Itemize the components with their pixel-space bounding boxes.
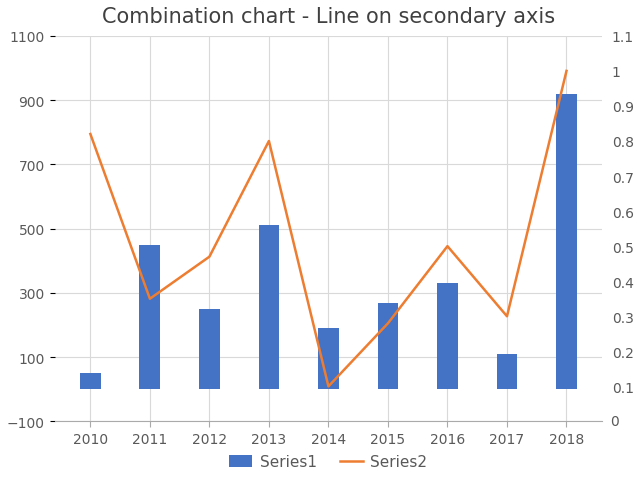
Bar bbox=[437, 284, 458, 389]
Series2 bbox=[206, 254, 213, 260]
Bar bbox=[318, 329, 339, 389]
Series2 bbox=[87, 132, 94, 138]
Legend: Series1, Series2: Series1, Series2 bbox=[223, 448, 433, 476]
Series2 bbox=[324, 384, 332, 389]
Series2 bbox=[265, 139, 273, 144]
Bar bbox=[556, 95, 577, 389]
Series2 bbox=[563, 69, 570, 74]
Bar bbox=[258, 226, 279, 389]
Bar bbox=[378, 303, 398, 389]
Series2 bbox=[503, 314, 511, 320]
Series2 bbox=[444, 244, 451, 250]
Title: Combination chart - Line on secondary axis: Combination chart - Line on secondary ax… bbox=[102, 7, 555, 27]
Bar bbox=[199, 309, 220, 389]
Series2 bbox=[146, 296, 154, 302]
Series2 bbox=[384, 321, 392, 326]
Line: Series2: Series2 bbox=[90, 72, 567, 386]
Bar bbox=[140, 245, 160, 389]
Text: 0: 0 bbox=[610, 415, 619, 429]
Bar bbox=[497, 354, 517, 389]
Bar bbox=[80, 373, 101, 389]
